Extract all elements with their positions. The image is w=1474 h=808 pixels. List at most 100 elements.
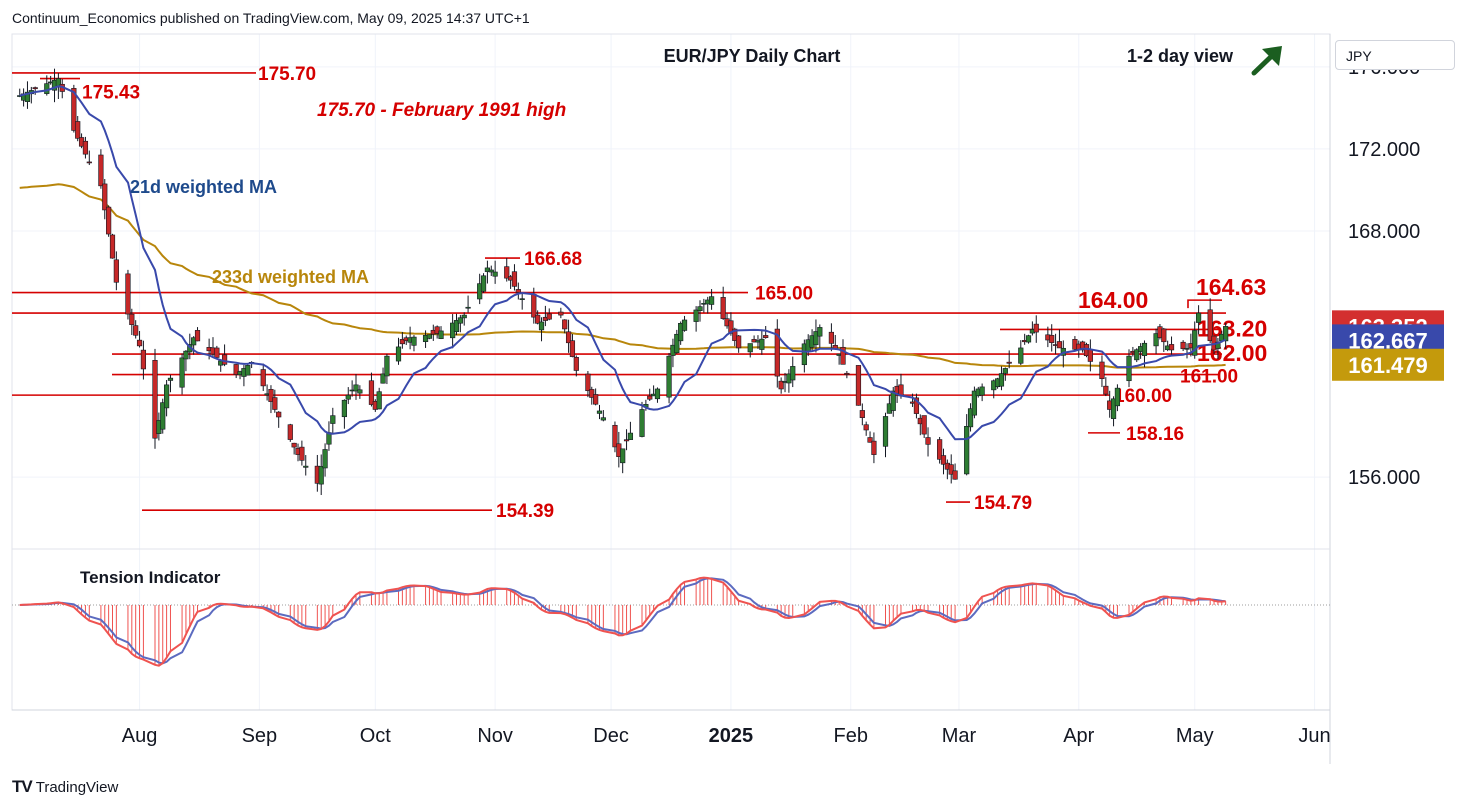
candle-body (167, 377, 174, 381)
candle-body (863, 424, 869, 431)
candle-body (565, 331, 572, 344)
tension-indicator-label: Tension Indicator (80, 568, 221, 587)
tradingview-logo-icon: TV (12, 777, 33, 796)
candle-body (102, 183, 108, 211)
candles-layer (17, 68, 1229, 496)
candle-body (1103, 385, 1109, 395)
publisher-line: Continuum_Economics published on Trading… (12, 10, 530, 26)
level-label: 175.70 (258, 64, 316, 85)
candle-body (140, 349, 147, 370)
candle-body (245, 365, 251, 376)
candle-body (623, 439, 630, 442)
price-tick-label: 156.000 (1348, 467, 1420, 489)
candle-body (647, 395, 653, 400)
candle-body (778, 380, 784, 390)
candle-body (71, 88, 77, 131)
candle-body (221, 354, 228, 365)
candle-body (612, 424, 618, 448)
candle-body (341, 399, 347, 418)
candle-body (890, 390, 896, 411)
candle-body (395, 346, 402, 362)
candle-body (774, 328, 780, 377)
candle-body (32, 87, 38, 90)
candle-body (569, 340, 576, 357)
level-label: 175.43 (82, 83, 140, 104)
candle-body (589, 389, 595, 398)
price-tick-label: 172.000 (1348, 139, 1420, 161)
candle-body (276, 411, 282, 418)
candle-body (1161, 328, 1167, 343)
up-arrow-icon (1251, 46, 1282, 76)
candle-body (260, 369, 266, 387)
ma-21d-layer (19, 85, 1227, 441)
level-label: 163.20 (1197, 315, 1267, 341)
candle-body (1087, 349, 1093, 362)
candle-body (299, 446, 305, 461)
candle-body (1002, 368, 1008, 374)
level-label: 158.16 (1126, 424, 1184, 445)
candle-body (399, 339, 405, 345)
level-label: 160.00 (1114, 386, 1172, 407)
candle-body (681, 319, 688, 331)
candle-body (109, 234, 116, 259)
candle-body (720, 297, 726, 319)
candle-body (967, 408, 974, 428)
candle-body (697, 306, 703, 312)
candle-body (164, 384, 170, 409)
candle-body (921, 415, 927, 435)
candle-body (1006, 361, 1012, 364)
candle-body (759, 338, 765, 350)
candle-body (674, 333, 680, 354)
candle-body (585, 373, 591, 392)
price-badge-label: 161.479 (1348, 353, 1428, 378)
candle-body (1153, 333, 1159, 347)
time-tick-label: Oct (360, 725, 392, 747)
candle-body (194, 330, 201, 342)
candle-body (461, 314, 467, 319)
tension-indicator-layer (19, 576, 1227, 667)
candle-body (562, 319, 568, 330)
candle-body (1141, 342, 1148, 356)
candle-body (558, 311, 564, 316)
candle-body (639, 409, 645, 437)
candle-body (693, 309, 699, 322)
candle-body (465, 306, 471, 309)
candle-body (322, 449, 328, 469)
candle-body (183, 350, 189, 360)
candle-body (1049, 335, 1055, 343)
candle-body (152, 360, 158, 439)
currency-selector[interactable]: JPY (1335, 40, 1455, 70)
candle-body (654, 388, 661, 400)
time-tick-label: Apr (1063, 725, 1094, 747)
candle-body (1168, 344, 1175, 351)
candle-body (763, 335, 769, 338)
candle-body (1192, 330, 1198, 356)
candle-body (940, 455, 947, 465)
candle-body (708, 296, 715, 305)
candle-body (867, 437, 873, 443)
ma-233d-line (19, 183, 1226, 369)
footer-brand[interactable]: TV TradingView (12, 777, 118, 797)
candle-body (828, 331, 835, 344)
time-tick-label: Feb (833, 725, 867, 747)
candle-body (82, 140, 89, 155)
time-tick-label: Aug (122, 725, 158, 747)
candle-body (287, 424, 293, 440)
candle-body (457, 317, 463, 324)
candle-body (357, 389, 363, 394)
candle-body (214, 347, 220, 358)
candle-body (125, 273, 131, 315)
candle-body (133, 325, 139, 336)
candle-body (268, 389, 274, 402)
price-tick-label: 168.000 (1348, 221, 1420, 243)
candle-body (627, 432, 634, 440)
candle-body (106, 206, 112, 235)
candle-body (376, 391, 382, 410)
candle-body (600, 417, 606, 421)
level-line (1187, 299, 1222, 309)
time-axis: Aug Sep Oct Nov Dec 2025 Feb Mar Apr May Jun (122, 725, 1331, 747)
candle-body (129, 313, 135, 325)
time-tick-label: Sep (242, 725, 278, 747)
